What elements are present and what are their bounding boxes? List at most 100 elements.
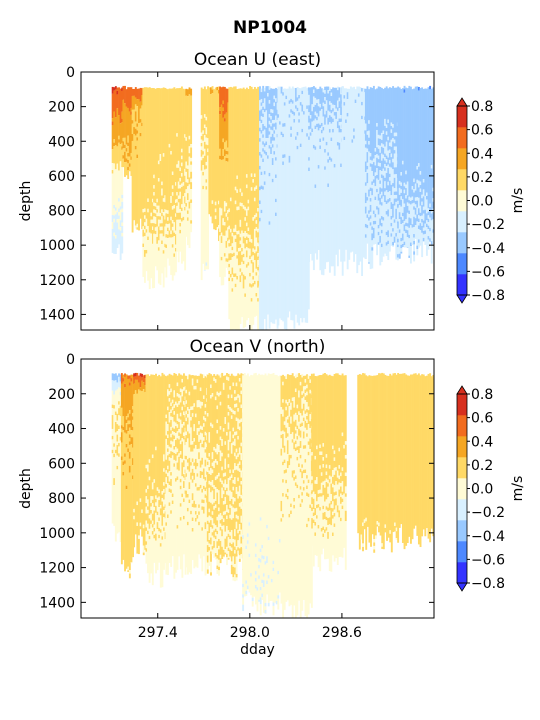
data-cell bbox=[380, 247, 383, 262]
data-cell bbox=[325, 475, 328, 479]
data-cell bbox=[218, 445, 220, 453]
data-cell bbox=[139, 87, 142, 102]
data-cell bbox=[403, 207, 406, 221]
data-cell bbox=[286, 468, 289, 489]
data-cell bbox=[223, 114, 226, 119]
data-cell bbox=[397, 372, 400, 543]
data-cell bbox=[316, 449, 318, 477]
data-cell bbox=[245, 222, 248, 227]
data-cell bbox=[190, 375, 193, 407]
data-cell bbox=[171, 188, 174, 193]
data-cell bbox=[213, 485, 216, 489]
data-cell bbox=[340, 87, 343, 95]
data-cell bbox=[333, 112, 336, 116]
data-cell bbox=[185, 410, 188, 415]
data-cell bbox=[364, 182, 367, 186]
data-cell bbox=[226, 525, 228, 537]
data-cell bbox=[213, 502, 216, 507]
data-cell bbox=[343, 105, 346, 137]
data-cell bbox=[338, 482, 341, 490]
data-cell bbox=[328, 160, 331, 273]
data-cell bbox=[238, 471, 241, 486]
data-cell bbox=[128, 413, 131, 421]
data-cell bbox=[295, 108, 297, 137]
colorbar-segment bbox=[457, 232, 467, 254]
data-cell bbox=[211, 525, 214, 529]
data-cell bbox=[377, 235, 380, 243]
data-cell bbox=[202, 416, 205, 420]
data-cell bbox=[157, 247, 160, 251]
data-cell bbox=[219, 377, 222, 392]
data-cell bbox=[232, 431, 235, 435]
data-cell bbox=[255, 251, 258, 269]
data-cell bbox=[145, 492, 148, 497]
data-cell bbox=[373, 542, 376, 546]
data-cell bbox=[382, 147, 385, 155]
data-cell bbox=[241, 261, 244, 273]
data-cell bbox=[271, 109, 274, 114]
data-cell bbox=[390, 209, 393, 216]
data-column bbox=[120, 373, 134, 579]
data-cell bbox=[221, 525, 224, 530]
data-cell bbox=[182, 88, 185, 183]
data-cell bbox=[306, 422, 309, 430]
data-cell bbox=[216, 558, 219, 566]
data-cell bbox=[161, 536, 164, 540]
data-cell bbox=[273, 123, 276, 127]
data-cell bbox=[167, 234, 169, 239]
data-cell bbox=[252, 220, 255, 249]
data-cell bbox=[234, 529, 236, 537]
data-cell bbox=[234, 567, 236, 575]
data-cell bbox=[121, 142, 124, 147]
data-cell bbox=[145, 503, 148, 507]
data-cell bbox=[151, 489, 154, 497]
data-cell bbox=[299, 507, 302, 618]
data-cell bbox=[134, 135, 137, 146]
data-cell bbox=[309, 393, 312, 415]
data-cell bbox=[388, 87, 391, 143]
data-cell bbox=[419, 212, 422, 217]
data-cell bbox=[179, 374, 182, 389]
data-cell bbox=[231, 291, 234, 330]
data-cell bbox=[362, 373, 364, 523]
data-cell bbox=[235, 507, 238, 512]
data-cell bbox=[234, 484, 236, 498]
data-cell bbox=[188, 87, 191, 95]
data-cell bbox=[111, 118, 114, 122]
data-cell bbox=[213, 530, 216, 538]
data-cell bbox=[290, 136, 293, 321]
data-cell bbox=[336, 512, 339, 566]
data-cell bbox=[206, 374, 209, 414]
data-cell bbox=[421, 218, 424, 223]
data-cell bbox=[319, 110, 322, 125]
data-cell bbox=[277, 595, 280, 599]
data-cell bbox=[328, 517, 331, 525]
data-cell bbox=[128, 427, 131, 435]
data-cell bbox=[238, 524, 241, 531]
data-cell bbox=[275, 212, 277, 217]
data-cell bbox=[191, 517, 194, 522]
data-cell bbox=[335, 481, 338, 492]
data-cell bbox=[204, 490, 207, 495]
data-cell bbox=[145, 541, 148, 545]
data-cell bbox=[249, 283, 252, 287]
data-cell bbox=[122, 471, 125, 476]
data-cell bbox=[165, 248, 168, 278]
data-cell bbox=[179, 167, 182, 172]
data-cell bbox=[241, 275, 244, 318]
data-cell bbox=[232, 445, 235, 470]
data-cell bbox=[293, 504, 296, 509]
data-cell bbox=[119, 161, 122, 207]
data-cell bbox=[175, 433, 177, 440]
data-cell bbox=[388, 198, 391, 202]
data-cell bbox=[159, 223, 162, 227]
data-cell bbox=[122, 426, 125, 431]
data-cell bbox=[179, 517, 182, 521]
data-cell bbox=[111, 86, 114, 94]
data-cell bbox=[177, 198, 180, 203]
data-cell bbox=[324, 152, 327, 167]
data-cell bbox=[188, 156, 191, 178]
data-cell bbox=[427, 218, 430, 223]
data-cell bbox=[204, 404, 207, 408]
data-cell bbox=[320, 493, 323, 497]
